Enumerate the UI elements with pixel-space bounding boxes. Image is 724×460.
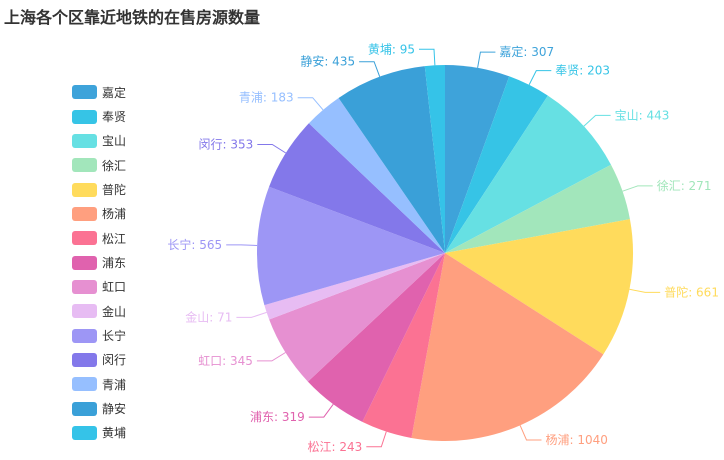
leader-line	[583, 114, 611, 127]
leader-line	[257, 144, 287, 154]
slice-label: 嘉定: 307	[499, 44, 554, 59]
pie-slice[interactable]	[424, 64, 445, 253]
slice-label: 金山: 71	[185, 309, 232, 324]
slice-label: 松江: 243	[308, 440, 363, 454]
slice-label: 闵行: 353	[199, 137, 254, 152]
legend-item[interactable]: 松江	[72, 226, 126, 250]
slice-label: 青浦: 183	[239, 91, 294, 105]
legend-item[interactable]: 普陀	[72, 177, 126, 201]
legend-item[interactable]: 浦东	[72, 250, 126, 274]
legend-label: 长宁	[102, 329, 127, 344]
legend-swatch	[72, 304, 97, 319]
legend-item[interactable]: 青浦	[72, 372, 126, 396]
legend-label: 杨浦	[102, 207, 127, 222]
leader-line	[419, 48, 436, 66]
legend-swatch	[72, 206, 97, 221]
legend-label: 徐汇	[102, 158, 127, 173]
pie-slice[interactable]	[445, 95, 611, 254]
legend-swatch	[72, 328, 97, 343]
legend-label: 宝山	[102, 134, 127, 149]
legend-label: 虹口	[102, 280, 127, 295]
slice-label: 黄埔: 95	[368, 42, 415, 56]
leader-line	[629, 288, 661, 293]
legend-item[interactable]: 静安	[72, 396, 126, 420]
pie-slice[interactable]	[445, 164, 630, 253]
legend-label: 闵行	[102, 353, 127, 368]
leader-line	[366, 431, 387, 448]
leader-line	[477, 51, 496, 68]
legend-swatch	[72, 401, 97, 416]
pie-slice[interactable]	[362, 253, 445, 438]
legend-item[interactable]: 杨浦	[72, 202, 126, 226]
legend-label: 嘉定	[102, 85, 127, 100]
pie-slice[interactable]	[338, 66, 445, 253]
slice-label: 奉贤: 203	[555, 64, 610, 78]
pie-slice[interactable]	[269, 123, 445, 253]
pie-slice[interactable]	[264, 253, 445, 320]
legend-item[interactable]: 黄埔	[72, 421, 126, 445]
legend-swatch	[72, 85, 97, 100]
legend-item[interactable]: 嘉定	[72, 80, 126, 104]
legend-swatch	[72, 231, 97, 246]
leader-line	[236, 311, 267, 318]
legend-label: 普陀	[102, 183, 127, 198]
slice-label: 浦东: 319	[250, 410, 305, 424]
pie-slice[interactable]	[445, 65, 510, 253]
leader-line	[622, 185, 653, 192]
legend-swatch	[72, 133, 97, 148]
legend-swatch	[72, 158, 97, 173]
legend-item[interactable]: 长宁	[72, 323, 126, 347]
slice-label: 杨浦: 1040	[546, 432, 608, 447]
legend-label: 浦东	[102, 256, 127, 271]
pie-slice[interactable]	[308, 98, 445, 254]
slice-label: 宝山: 443	[615, 108, 670, 122]
leader-line	[528, 70, 552, 86]
legend-item[interactable]: 金山	[72, 299, 126, 323]
legend-swatch	[72, 182, 97, 197]
legend-label: 金山	[102, 304, 127, 319]
legend-swatch	[72, 377, 97, 392]
pie-slice[interactable]	[411, 253, 604, 441]
legend-label: 松江	[102, 231, 127, 246]
legend-swatch	[72, 425, 97, 440]
legend-item[interactable]: 虹口	[72, 275, 126, 299]
leader-line	[256, 352, 286, 362]
leader-line	[226, 244, 258, 246]
slice-label: 静安: 435	[300, 54, 355, 69]
chart-title: 上海各个区靠近地铁的在售房源数量	[4, 8, 261, 27]
slice-label: 长宁: 565	[167, 237, 222, 252]
leader-line	[308, 403, 334, 418]
slice-label: 虹口: 345	[198, 354, 253, 368]
legend-swatch	[72, 279, 97, 294]
legend-label: 静安	[102, 402, 127, 417]
pie-slice[interactable]	[307, 253, 445, 422]
legend-label: 奉贤	[102, 110, 127, 125]
legend-item[interactable]: 闵行	[72, 348, 126, 372]
leader-line	[297, 97, 324, 111]
leader-line	[359, 61, 381, 77]
pie-slice[interactable]	[445, 76, 548, 253]
legend-label: 黄埔	[102, 426, 127, 441]
legend: 嘉定奉贤宝山徐汇普陀杨浦松江浦东虹口金山长宁闵行青浦静安黄埔	[72, 80, 126, 445]
slice-label: 普陀: 661	[664, 284, 719, 299]
pie-slice[interactable]	[445, 219, 634, 355]
legend-label: 青浦	[102, 377, 127, 392]
pie-slice[interactable]	[256, 186, 445, 306]
legend-swatch	[72, 352, 97, 367]
legend-item[interactable]: 宝山	[72, 129, 126, 153]
legend-swatch	[72, 255, 97, 270]
leader-line	[519, 425, 542, 441]
pie-slice[interactable]	[269, 253, 445, 382]
slice-label: 徐汇: 271	[657, 178, 712, 193]
legend-swatch	[72, 109, 97, 124]
legend-item[interactable]: 奉贤	[72, 104, 126, 128]
legend-item[interactable]: 徐汇	[72, 153, 126, 177]
